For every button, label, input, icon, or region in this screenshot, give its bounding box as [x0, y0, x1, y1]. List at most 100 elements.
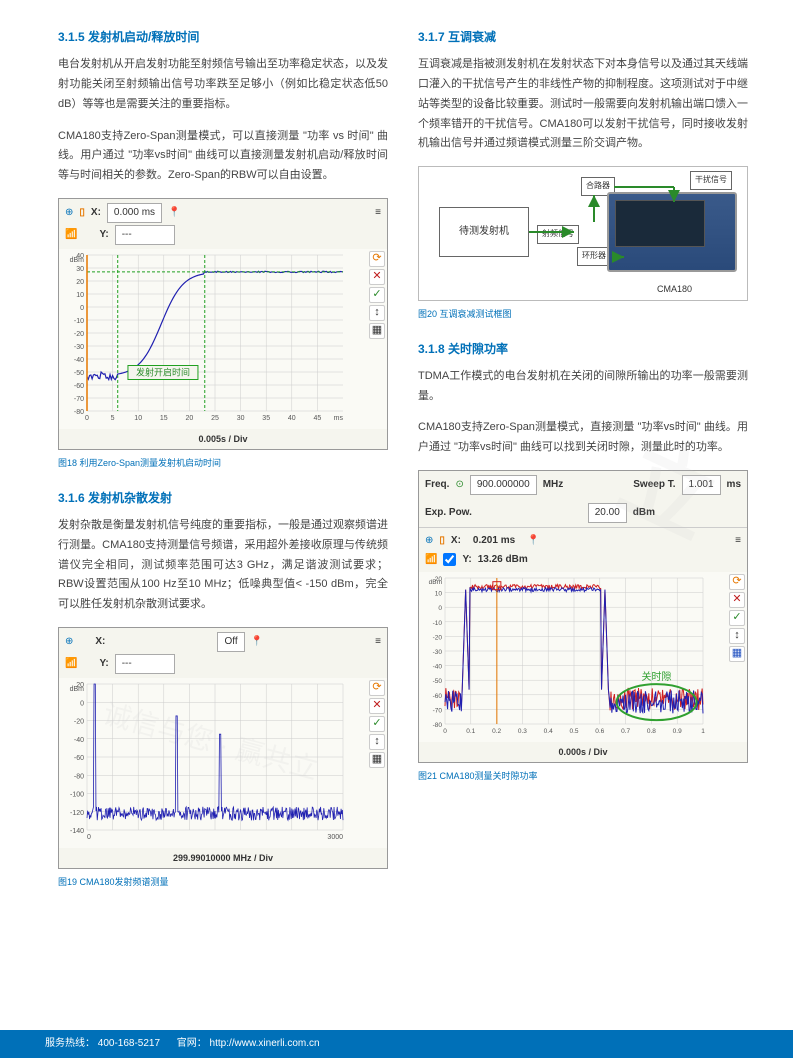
freq-value: 900.000000	[470, 475, 537, 495]
svg-text:-40: -40	[433, 664, 443, 671]
section-318-p2: CMA180支持Zero-Span测量模式，直接测量 "功率vs时间" 曲线。用…	[418, 418, 748, 458]
svg-text:45: 45	[314, 415, 322, 422]
svg-text:-140: -140	[70, 828, 84, 835]
refresh-icon[interactable]: ⟳	[729, 574, 745, 590]
svg-text:0.5: 0.5	[569, 728, 578, 735]
close-icon[interactable]: ✕	[369, 269, 385, 285]
svg-text:发射开启时间: 发射开启时间	[136, 366, 190, 377]
section-316-title: 3.1.6 发射机杂散发射	[58, 489, 388, 508]
section-315-p1: 电台发射机从开启发射功能至射频信号输出至功率稳定状态，以及发射功能关闭至射频输出…	[58, 55, 388, 114]
fig21-x-axis-label: 0.000s / Div	[419, 742, 747, 762]
svg-text:dBm: dBm	[70, 257, 85, 264]
svg-text:25: 25	[211, 415, 219, 422]
y-checkbox[interactable]	[443, 553, 456, 566]
menu-icon[interactable]: ≡	[735, 533, 741, 549]
svg-text:15: 15	[160, 415, 168, 422]
hotline-label: 服务热线：	[45, 1038, 95, 1049]
svg-text:20: 20	[76, 279, 84, 286]
fig21-caption: 图21 CMA180测量关时隙功率	[418, 769, 748, 783]
svg-text:0.4: 0.4	[544, 728, 553, 735]
right-column: 3.1.7 互调衰减 互调衰减是指被测发射机在发射状态下对本身信号以及通过其天线…	[418, 28, 748, 908]
fig18-y-label: Y:	[99, 227, 108, 243]
menu-icon[interactable]: ≡	[375, 634, 381, 650]
svg-text:-60: -60	[74, 755, 84, 762]
close-icon[interactable]: ✕	[369, 698, 385, 714]
page-number: 9	[767, 1036, 773, 1052]
svg-text:-10: -10	[74, 318, 84, 325]
close-icon[interactable]: ✕	[729, 592, 745, 608]
svg-text:-20: -20	[433, 634, 443, 641]
svg-text:30: 30	[237, 415, 245, 422]
svg-text:0.2: 0.2	[492, 728, 501, 735]
svg-text:10: 10	[76, 292, 84, 299]
svg-text:-40: -40	[74, 357, 84, 364]
fig18-caption: 图18 利用Zero-Span测量发射机启动时间	[58, 456, 388, 470]
exp-unit: dBm	[633, 505, 655, 521]
check-icon[interactable]: ✓	[369, 716, 385, 732]
svg-text:0.3: 0.3	[518, 728, 527, 735]
fig18-x-value: 0.000 ms	[107, 203, 162, 223]
section-315-p2: CMA180支持Zero-Span测量模式，可以直接测量 "功率 vs 时间" …	[58, 127, 388, 186]
svg-text:-20: -20	[74, 718, 84, 725]
section-315-title: 3.1.5 发射机启动/释放时间	[58, 28, 388, 47]
svg-text:-50: -50	[433, 678, 443, 685]
site-value: http://www.xinerli.com.cn	[210, 1038, 320, 1049]
left-column: 3.1.5 发射机启动/释放时间 电台发射机从开启发射功能至射频信号输出至功率稳…	[58, 28, 388, 908]
svg-text:3000: 3000	[327, 834, 343, 841]
fig19-caption: 图19 CMA180发射频谱测量	[58, 875, 388, 889]
svg-text:0: 0	[80, 305, 84, 312]
grid-icon[interactable]: ▦	[369, 752, 385, 768]
svg-text:-120: -120	[70, 810, 84, 817]
svg-text:-30: -30	[74, 344, 84, 351]
svg-text:0: 0	[80, 700, 84, 707]
svg-text:0: 0	[85, 415, 89, 422]
svg-text:0.8: 0.8	[647, 728, 656, 735]
fig19-y-label: Y:	[99, 656, 108, 672]
arrow-icon[interactable]: ↕	[369, 734, 385, 750]
svg-text:dBm: dBm	[70, 686, 85, 693]
fig19-x-label: X:	[95, 634, 105, 650]
sweep-label: Sweep T.	[633, 477, 675, 493]
svg-text:20: 20	[186, 415, 194, 422]
svg-text:0: 0	[438, 605, 442, 612]
fig20-caption: 图20 互调衰减测试框图	[418, 307, 748, 321]
svg-text:-70: -70	[74, 396, 84, 403]
svg-text:0.6: 0.6	[595, 728, 604, 735]
svg-text:0.7: 0.7	[621, 728, 630, 735]
fig19-x-axis-label: 299.99010000 MHz / Div	[59, 848, 387, 868]
arrow-icon[interactable]: ↕	[729, 628, 745, 644]
svg-text:关时隙: 关时隙	[642, 670, 672, 683]
svg-text:-50: -50	[74, 370, 84, 377]
sweep-value: 1.001	[682, 475, 721, 495]
svg-text:0: 0	[87, 834, 91, 841]
svg-text:1: 1	[701, 728, 705, 735]
svg-text:-100: -100	[70, 791, 84, 798]
section-318-title: 3.1.8 关时隙功率	[418, 340, 748, 359]
site-label: 官网：	[177, 1038, 207, 1049]
check-icon[interactable]: ✓	[729, 610, 745, 626]
check-icon[interactable]: ✓	[369, 287, 385, 303]
figure-21-chart: Freq. ⊙ 900.000000 MHz Sweep T. 1.001 ms…	[418, 470, 748, 763]
section-317-title: 3.1.7 互调衰减	[418, 28, 748, 47]
svg-text:35: 35	[262, 415, 270, 422]
svg-text:-80: -80	[74, 773, 84, 780]
fig21-y-value: 13.26 dBm	[478, 552, 528, 568]
exp-value: 20.00	[588, 503, 627, 523]
page-footer: 服务热线： 400-168-5217 官网： http://www.xinerl…	[0, 1030, 793, 1058]
fig21-x-label: X:	[451, 533, 461, 549]
svg-text:-20: -20	[74, 331, 84, 338]
fig18-toolbar: ⟳ ✕ ✓ ↕ ▦	[367, 249, 387, 429]
hotline-value: 400-168-5217	[98, 1038, 160, 1049]
signal-icon: 📶	[65, 227, 77, 243]
fig18-x-label: X:	[91, 205, 101, 221]
menu-icon[interactable]: ≡	[375, 205, 381, 221]
arrow-icon[interactable]: ↕	[369, 305, 385, 321]
section-318-p1: TDMA工作模式的电台发射机在关闭的间隙所输出的功率一般需要测量。	[418, 367, 748, 407]
svg-text:0.9: 0.9	[673, 728, 682, 735]
grid-icon[interactable]: ▦	[729, 646, 745, 662]
fig21-y-label: Y:	[462, 552, 471, 568]
refresh-icon[interactable]: ⟳	[369, 251, 385, 267]
grid-icon[interactable]: ▦	[369, 323, 385, 339]
refresh-icon[interactable]: ⟳	[369, 680, 385, 696]
svg-text:30: 30	[76, 266, 84, 273]
